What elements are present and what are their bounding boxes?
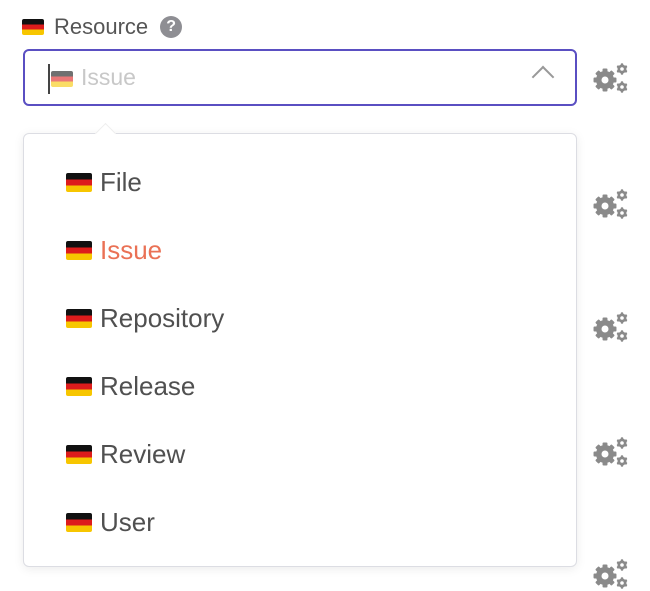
- gears-icon[interactable]: [592, 435, 630, 469]
- german-flag-icon: [66, 240, 92, 260]
- menu-item-user[interactable]: User: [66, 502, 155, 542]
- german-flag-icon: [66, 512, 92, 532]
- resource-dropdown-menu: File Issue Repository Release Review Use…: [23, 122, 577, 567]
- german-flag-icon: [66, 376, 92, 396]
- menu-item-repository[interactable]: Repository: [66, 298, 224, 338]
- german-flag-icon: [51, 71, 73, 87]
- german-flag-icon: [66, 444, 92, 464]
- resource-label: Resource ?: [22, 14, 183, 40]
- menu-item-label: File: [100, 166, 142, 197]
- menu-item-label: Review: [100, 438, 186, 469]
- german-flag-icon: [22, 19, 44, 35]
- help-icon[interactable]: ?: [160, 16, 183, 38]
- gears-icon[interactable]: [592, 187, 630, 221]
- menu-item-label: Repository: [100, 302, 225, 333]
- german-flag-icon: [66, 308, 92, 328]
- gears-icon-graphic: [593, 437, 628, 467]
- chevron-up-icon[interactable]: [531, 65, 555, 89]
- german-flag-icon: [66, 172, 92, 192]
- gears-icon[interactable]: [592, 61, 630, 95]
- gears-icon-graphic: [593, 189, 628, 219]
- text-cursor: [48, 64, 50, 94]
- menu-item-label: User: [100, 506, 155, 537]
- menu-item-release[interactable]: Release: [66, 366, 195, 406]
- menu-item-review[interactable]: Review: [66, 434, 185, 474]
- resource-select-value: Issue: [81, 64, 136, 90]
- menu-item-issue[interactable]: Issue: [66, 230, 162, 270]
- menu-item-label: Release: [100, 370, 196, 401]
- menu-item-file[interactable]: File: [66, 162, 142, 202]
- resource-select[interactable]: Issue: [23, 49, 577, 106]
- menu-pointer: [94, 122, 117, 145]
- menu-item-label: Issue: [100, 234, 163, 265]
- gears-icon-graphic: [593, 63, 628, 93]
- gears-icon-graphic: [593, 312, 628, 342]
- gears-icon[interactable]: [592, 310, 630, 344]
- resource-label-text: Resource: [54, 14, 149, 39]
- gears-icon-graphic: [593, 559, 628, 589]
- gears-icon[interactable]: [592, 557, 630, 591]
